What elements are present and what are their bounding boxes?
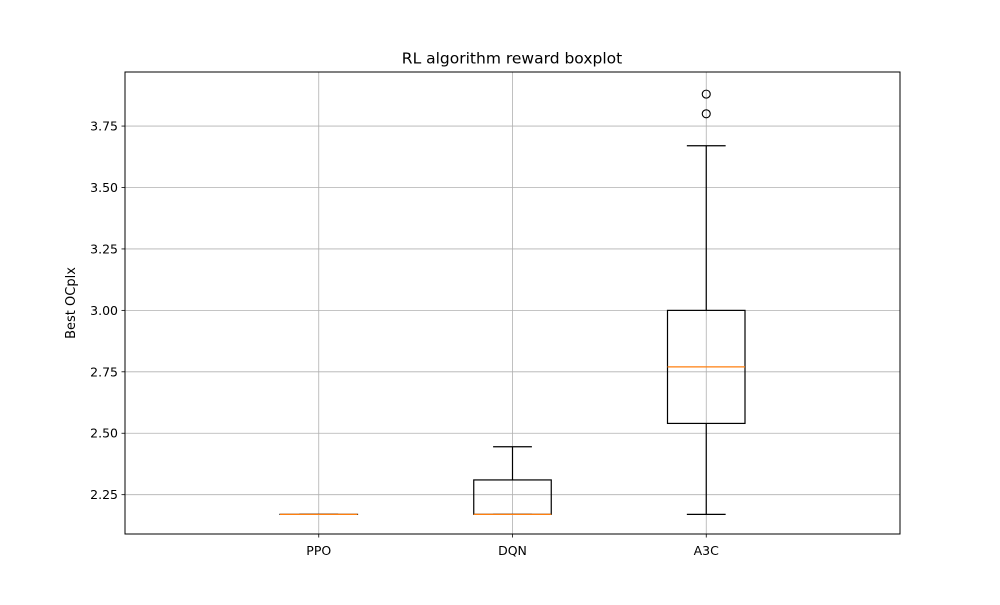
x-tick-label: A3C [694, 543, 720, 558]
y-tick-label: 2.50 [90, 426, 118, 441]
chart-title: RL algorithm reward boxplot [402, 50, 622, 68]
y-axis-label: Best OCplx [64, 267, 79, 339]
x-tick-label: PPO [306, 543, 331, 558]
y-tick-label: 3.25 [90, 241, 118, 256]
y-tick-label: 3.75 [90, 119, 118, 134]
y-tick-label: 2.25 [90, 487, 118, 502]
y-tick-label: 3.50 [90, 180, 118, 195]
y-tick-label: 3.00 [90, 303, 118, 318]
x-tick-label: DQN [498, 543, 527, 558]
y-tick-label: 2.75 [90, 364, 118, 379]
